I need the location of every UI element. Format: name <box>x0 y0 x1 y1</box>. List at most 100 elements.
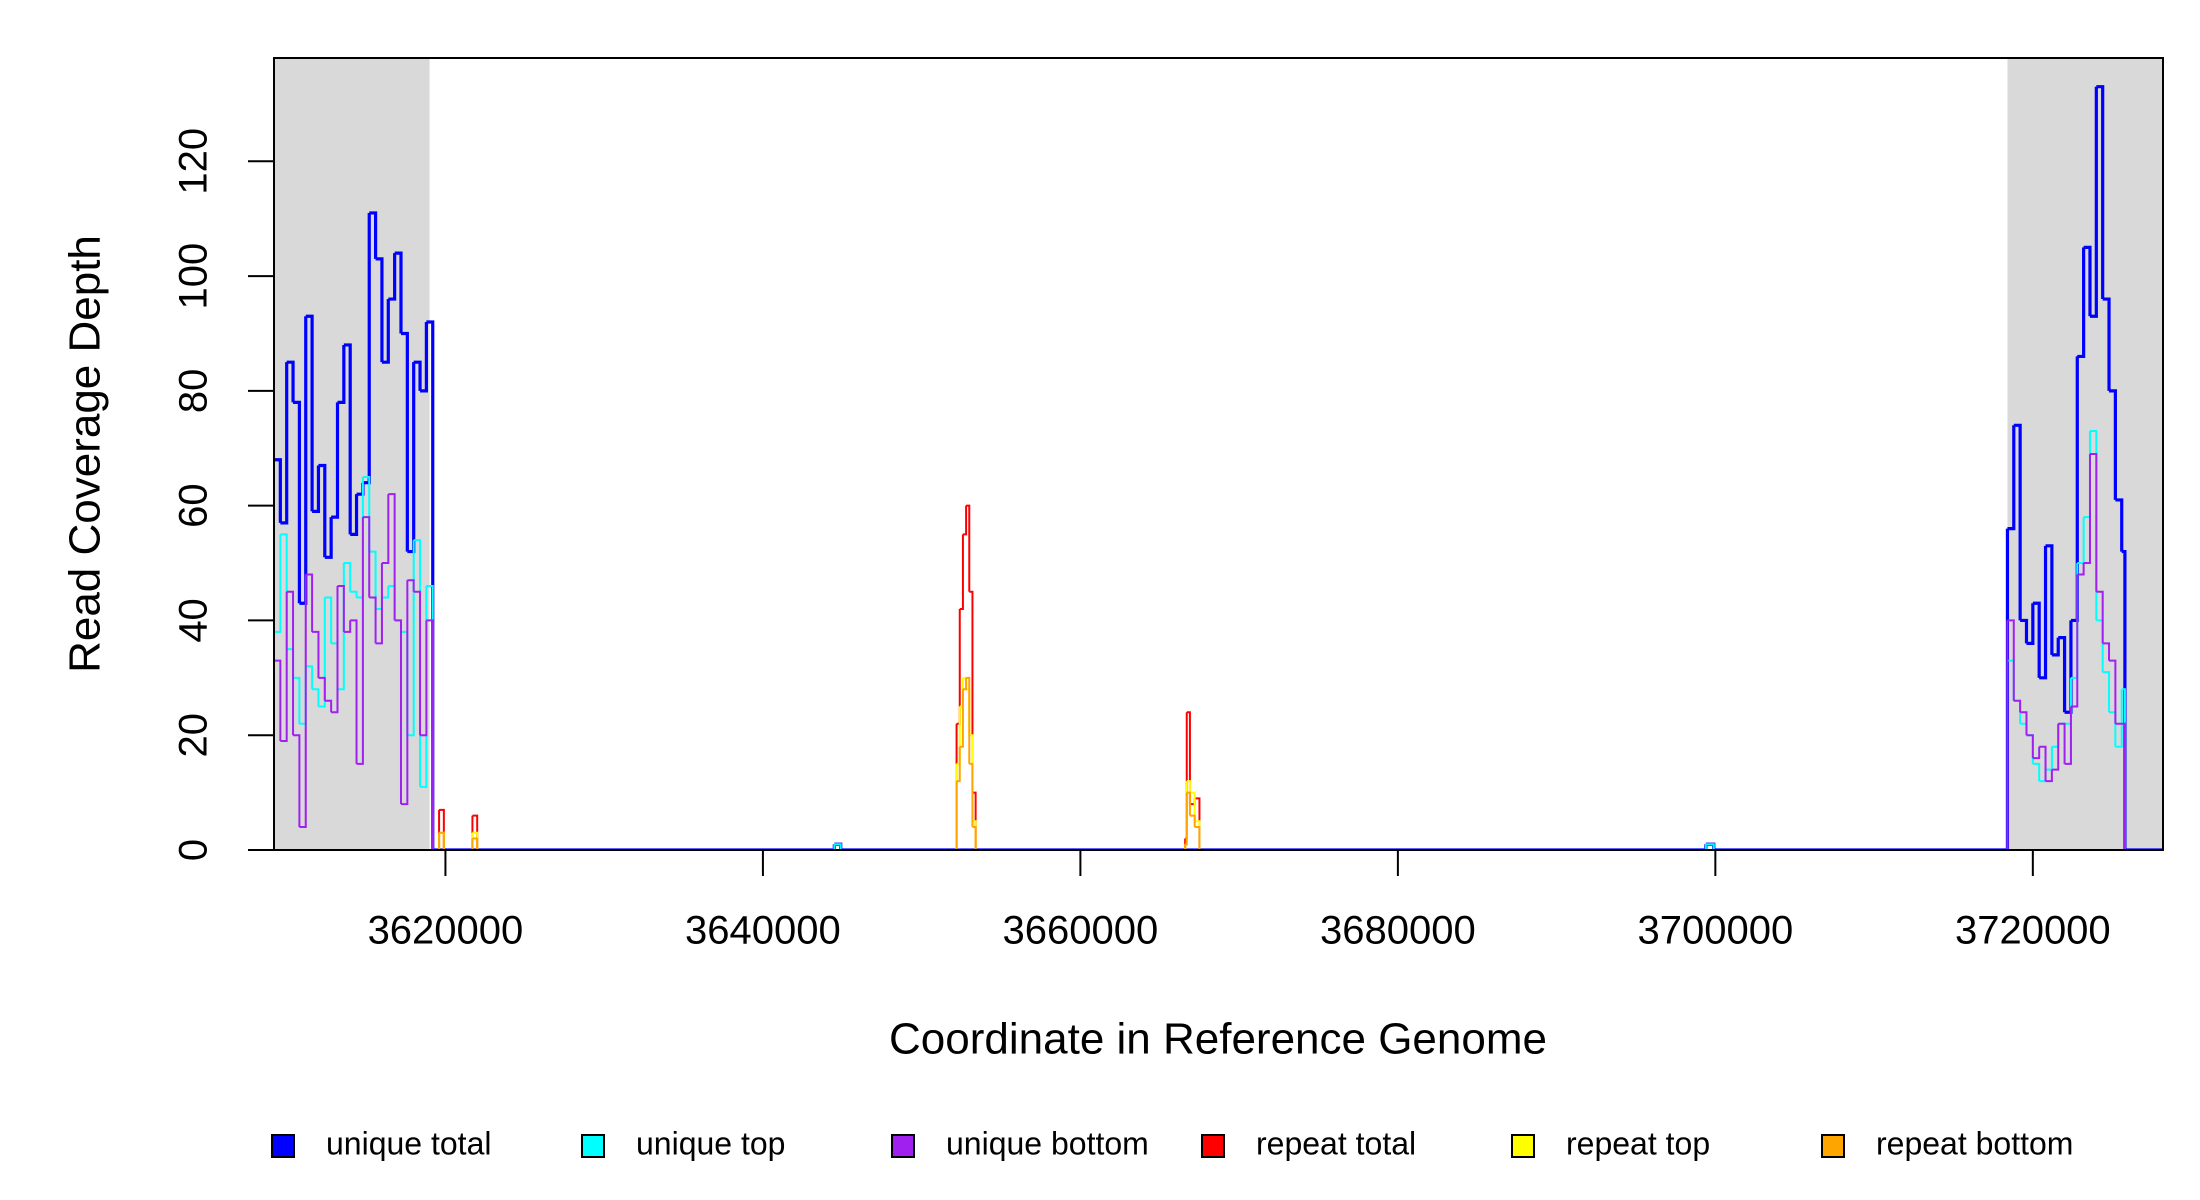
step-segment <box>1199 844 1707 850</box>
step-segment <box>356 517 364 765</box>
step-segment <box>1189 791 1196 822</box>
step-segment <box>477 844 836 850</box>
step-segment <box>2032 746 2041 760</box>
step-segment <box>2045 746 2053 771</box>
step-segment <box>2013 423 2022 621</box>
step-segment <box>1713 620 2009 850</box>
step-segment <box>2121 722 2126 850</box>
shaded-regions <box>274 58 2163 850</box>
step-segment <box>318 597 326 708</box>
step-segment <box>375 563 383 645</box>
step-segment <box>1185 792 1188 846</box>
legend-label: unique top <box>636 1125 785 1161</box>
series <box>274 85 2163 850</box>
step-segment <box>312 630 320 678</box>
step-segment <box>400 331 409 552</box>
step-segment <box>969 762 974 828</box>
step-segment <box>2096 590 2104 644</box>
step-segment <box>381 494 390 565</box>
legend-label: repeat total <box>1256 1125 1416 1161</box>
step-segment <box>1186 780 1191 793</box>
step-segment <box>426 619 434 850</box>
step-segment <box>2102 671 2111 713</box>
step-segment <box>381 586 390 599</box>
legend-swatch <box>891 1134 915 1158</box>
x-axis-label: Coordinate in Reference Genome <box>889 1015 1547 1064</box>
series <box>274 676 2163 850</box>
step-segment <box>2089 453 2098 592</box>
step-segment <box>299 574 307 829</box>
legend-swatch <box>1511 1134 1535 1158</box>
step-segment <box>2077 563 2085 576</box>
step-segment <box>840 763 958 850</box>
step-segment <box>2020 711 2028 736</box>
step-segment <box>2045 544 2054 655</box>
step-segment <box>2020 618 2029 644</box>
step-segment <box>280 362 289 525</box>
step-segment <box>2007 619 2015 701</box>
axes: 0 20 40 60 80 100 120 3620000 3640000 3660000 3680… <box>172 57 2164 953</box>
step-segment <box>369 211 378 259</box>
step-segment <box>293 676 301 724</box>
step-segment <box>975 838 1187 850</box>
step-segment <box>2032 762 2041 782</box>
step-segment <box>312 465 321 513</box>
step-segment <box>962 505 968 536</box>
step-segment <box>2026 734 2034 759</box>
step-segment <box>2109 389 2117 500</box>
step-segment <box>324 699 333 713</box>
series <box>274 504 2163 850</box>
step-segment <box>420 620 428 737</box>
step-segment <box>286 590 295 736</box>
step-segment <box>2058 636 2067 713</box>
step-segment <box>966 676 971 764</box>
step-segment <box>1194 826 1201 850</box>
step-segment <box>472 837 479 850</box>
step-segment <box>274 659 282 741</box>
y-tick-label: 100 <box>172 243 216 310</box>
step-segment <box>324 596 333 644</box>
y-tick-label: 20 <box>172 713 216 758</box>
step-segment <box>2115 689 2123 748</box>
step-segment <box>956 746 961 783</box>
y-axis-label: Read Coverage Depth <box>61 235 110 673</box>
step-segment <box>407 579 415 592</box>
step-segment <box>2083 245 2092 317</box>
series <box>274 676 2163 850</box>
step-segment <box>2051 637 2060 657</box>
legend-swatch <box>1821 1134 1845 1158</box>
step-segment <box>381 299 390 364</box>
step-segment <box>959 689 964 748</box>
step-segment <box>959 534 964 610</box>
step-segment <box>443 815 474 850</box>
shaded-region <box>2007 58 2163 850</box>
legend-label: unique total <box>326 1125 491 1161</box>
step-segment <box>331 586 339 714</box>
step-segment <box>293 734 301 828</box>
x-tick-label: 3680000 <box>1320 909 1476 953</box>
step-segment <box>972 826 977 850</box>
step-segment <box>840 781 958 850</box>
step-segment <box>420 322 428 393</box>
step-segment <box>2045 769 2053 783</box>
step-segment <box>324 517 333 559</box>
step-segment <box>280 591 288 742</box>
step-segment <box>293 400 301 604</box>
step-segment <box>362 516 371 598</box>
step-segment <box>312 688 320 707</box>
step-segment <box>435 832 441 850</box>
step-segment <box>1186 711 1191 805</box>
step-segment <box>286 360 295 403</box>
step-segment <box>350 590 358 598</box>
step-segment <box>2064 706 2072 765</box>
step-segment <box>435 809 441 850</box>
legend-label: repeat top <box>1566 1125 1710 1161</box>
step-segment <box>369 596 377 644</box>
step-segment <box>2083 454 2091 565</box>
step-segment <box>2070 574 2079 708</box>
step-segment <box>375 257 384 363</box>
step-segment <box>388 253 397 301</box>
y-tick-label: 40 <box>172 598 216 643</box>
legend-swatch <box>271 1134 295 1158</box>
